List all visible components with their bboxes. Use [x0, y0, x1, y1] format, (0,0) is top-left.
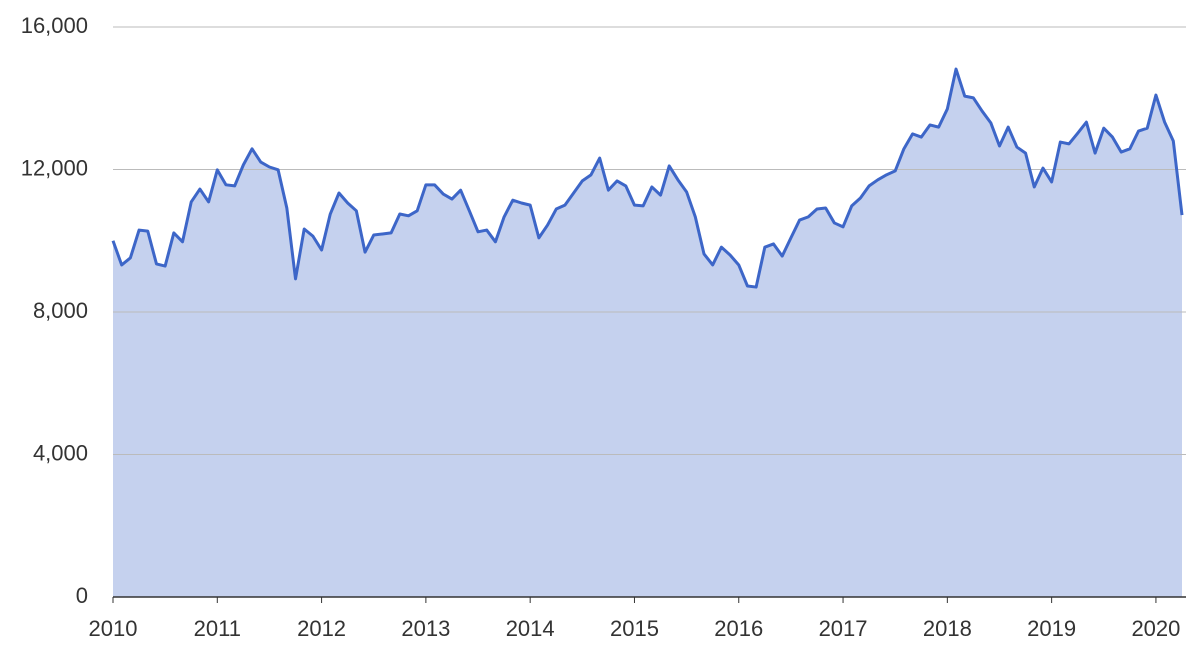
y-tick-label: 8,000 — [33, 298, 88, 323]
area-fill — [113, 69, 1182, 598]
x-tick-label: 2014 — [506, 616, 555, 641]
y-tick-label: 12,000 — [21, 155, 88, 180]
x-tick-label: 2013 — [401, 616, 450, 641]
line — [111, 67, 1184, 289]
x-tick-label: 2011 — [194, 616, 241, 641]
x-tick-label: 2018 — [923, 616, 972, 641]
x-tick-label: 2016 — [714, 616, 763, 641]
x-tick-label: 2019 — [1027, 616, 1076, 641]
y-tick-label: 4,000 — [33, 440, 88, 465]
x-tick-label: 2017 — [819, 616, 868, 641]
y-tick-label: 0 — [76, 583, 88, 608]
x-tick-label: 2010 — [89, 616, 138, 641]
x-tick-label: 2012 — [297, 616, 346, 641]
x-tick-label: 2015 — [610, 616, 659, 641]
x-tick-label: 2020 — [1131, 616, 1180, 641]
y-tick-label: 16,000 — [21, 13, 88, 38]
